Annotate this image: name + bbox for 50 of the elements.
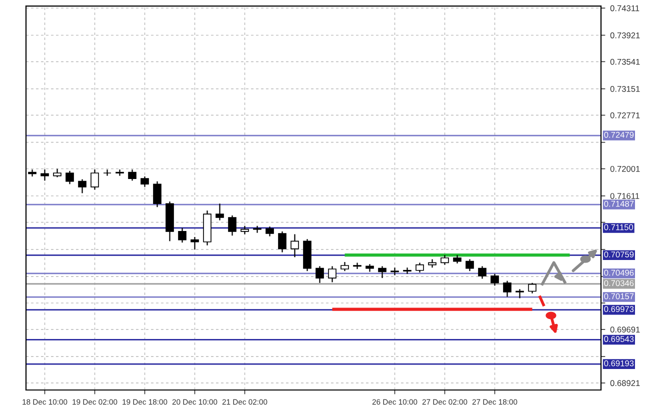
y-tick-label: 0.73921 (610, 32, 640, 38)
candlestick (153, 180, 162, 208)
candlestick (378, 266, 386, 279)
candlestick (266, 226, 274, 237)
y-tick-label: 0.73151 (610, 86, 640, 92)
candlestick (116, 168, 124, 176)
ref-line-label: 0.70346 (604, 280, 634, 286)
y-tick-label: 0.68921 (610, 380, 640, 386)
candlestick (503, 280, 512, 298)
candlestick (278, 230, 286, 253)
y-tick-label: 0.73541 (610, 58, 640, 65)
ref-line-label: 0.70496 (604, 270, 634, 276)
candlestick (390, 267, 399, 276)
candlestick (528, 282, 536, 294)
candlestick (216, 203, 224, 221)
y-tick-label: 0.74311 (610, 5, 640, 12)
ref-line-label: 0.70759 (604, 251, 634, 258)
candlestick (90, 168, 99, 190)
ref-line-label: 0.69193 (604, 360, 634, 366)
candlestick (253, 225, 262, 234)
candlestick (328, 266, 336, 283)
candlestick (78, 178, 86, 194)
candlestick (103, 168, 112, 176)
candlestick (416, 262, 424, 274)
candlestick (316, 266, 324, 284)
y-tick-label: 0.69691 (610, 326, 640, 333)
y-tick-label: 0.72001 (610, 166, 640, 172)
candlestick (516, 288, 524, 299)
candlestick (440, 254, 449, 266)
candlestick (490, 273, 499, 286)
candlestick (466, 258, 474, 272)
ref-line-label: 0.72479 (604, 132, 634, 138)
candlestick (403, 267, 412, 274)
candlestick (353, 262, 362, 270)
ref-line-label: 0.69543 (604, 336, 634, 342)
candlestick (140, 176, 149, 188)
candlestick (478, 266, 486, 280)
candlestick (190, 236, 199, 250)
candlestick (66, 170, 74, 185)
ref-line-label: 0.70157 (604, 293, 634, 300)
ref-line-label: 0.71150 (604, 224, 634, 230)
ref-line-label: 0.69973 (604, 306, 634, 312)
y-tick-label: 0.72771 (610, 112, 640, 118)
candlestick (228, 214, 236, 236)
candlestick (178, 227, 186, 244)
candlestick (290, 234, 299, 258)
ref-line-label: 0.71487 (604, 200, 634, 207)
candlestick (128, 168, 136, 182)
y-tick-label: 0.71611 (610, 193, 640, 199)
candlestick (340, 261, 349, 272)
